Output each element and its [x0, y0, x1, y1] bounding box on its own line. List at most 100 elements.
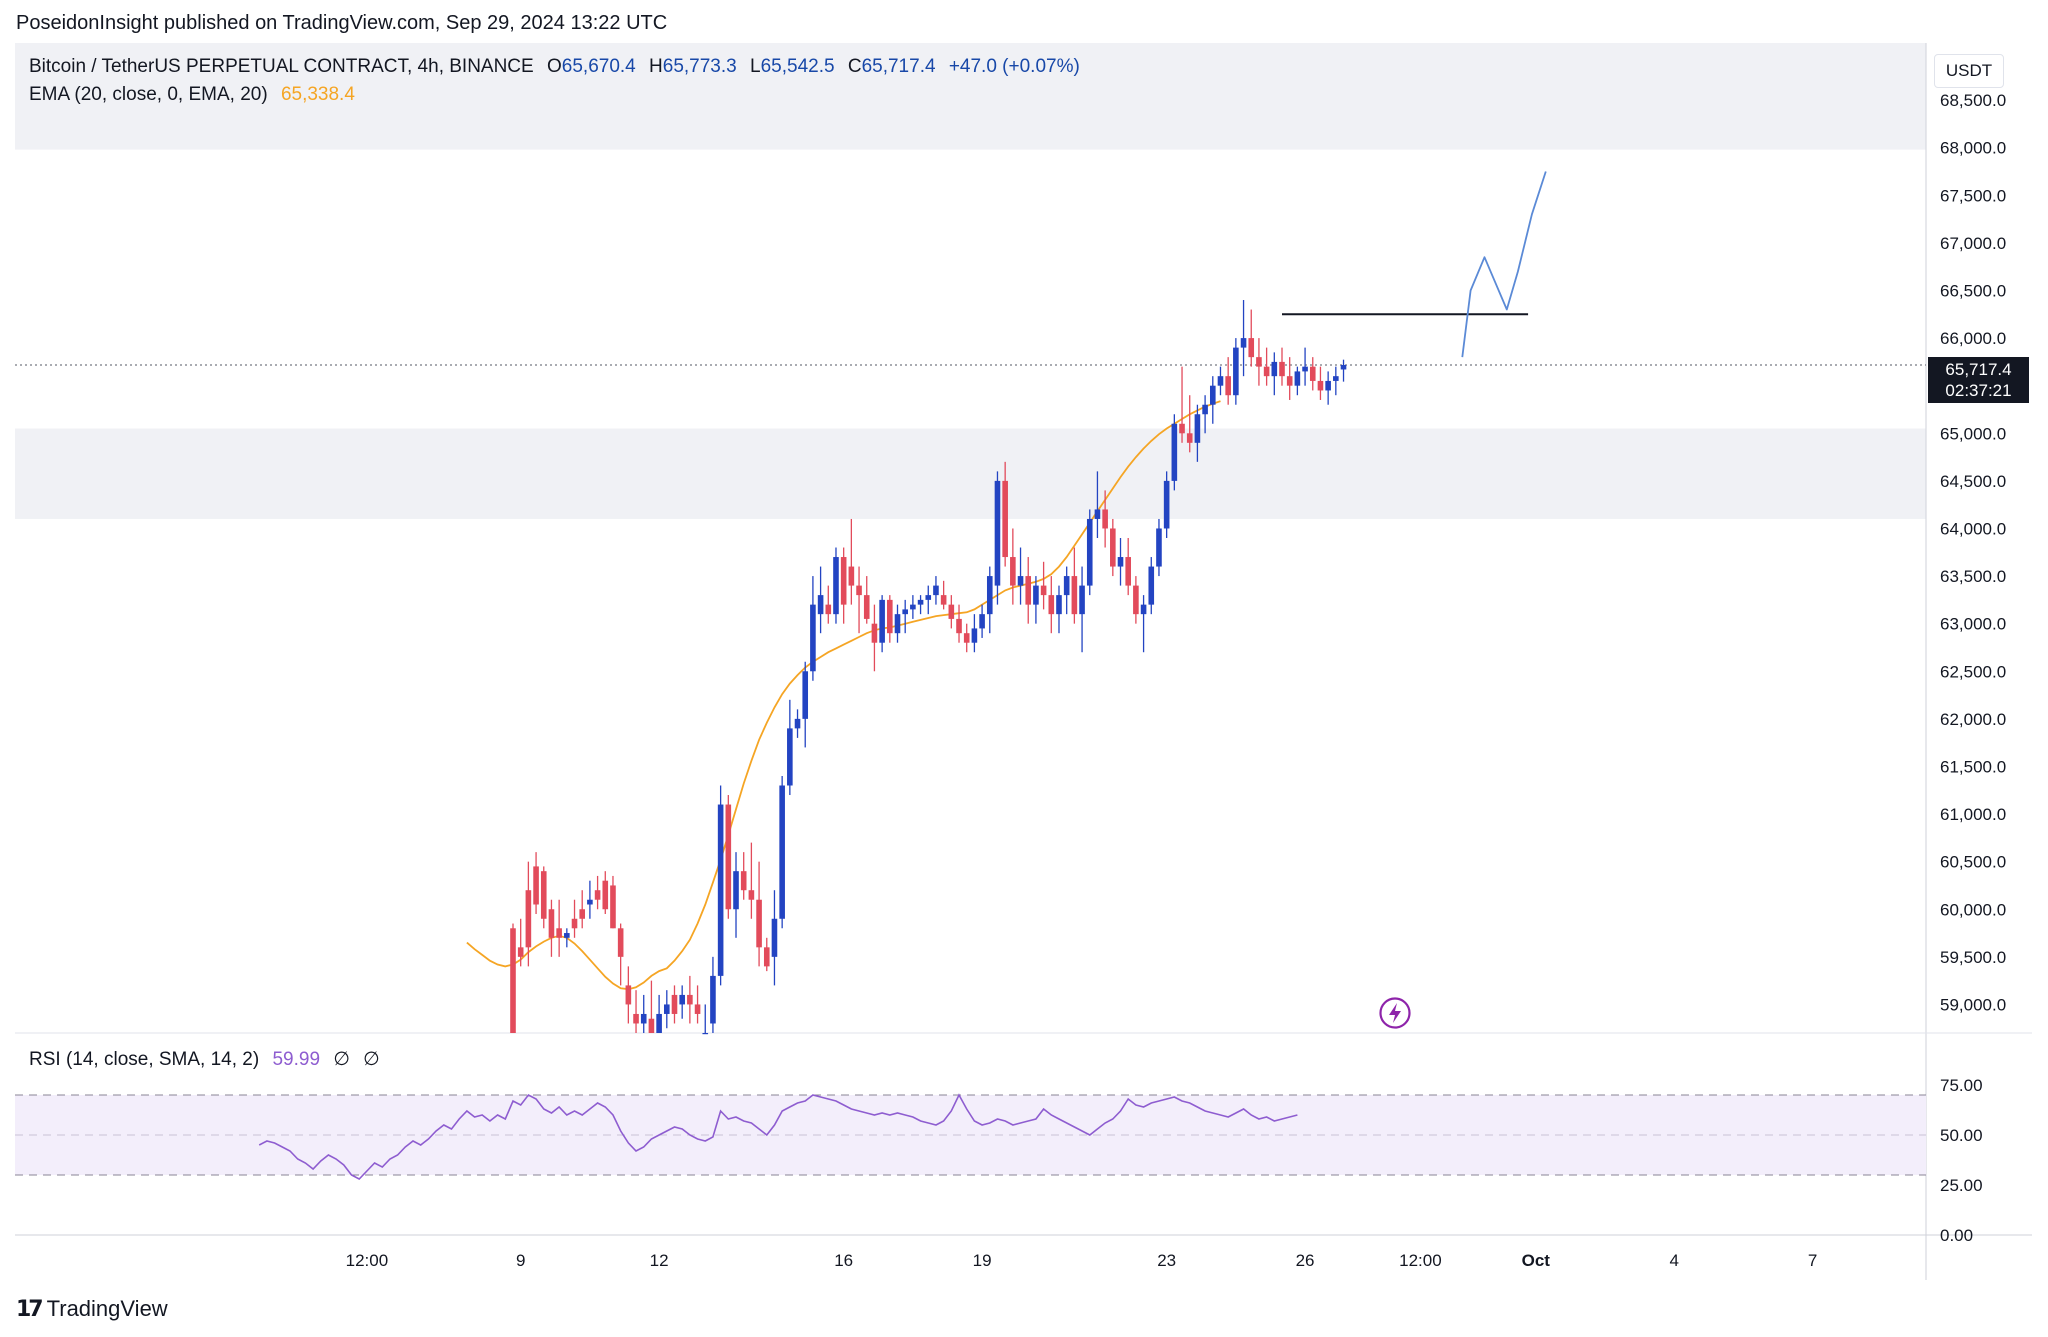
candle-body [794, 718, 801, 729]
candle [1117, 538, 1124, 586]
candle [710, 956, 716, 1033]
candle-body [1256, 357, 1262, 367]
low-value: 65,542.5 [760, 56, 835, 77]
price-tick-label: 60,500.0 [1940, 853, 2006, 872]
candle [771, 890, 778, 986]
candle [1033, 576, 1039, 624]
candle-body [1079, 585, 1085, 615]
price-tick-label: 64,500.0 [1940, 472, 2006, 491]
candle-body [1248, 338, 1255, 358]
time-tick-label: 19 [973, 1251, 992, 1270]
tv-brand-name: TradingView [46, 1296, 168, 1321]
price-tick-label: 66,500.0 [1940, 282, 2006, 301]
price-tick-label: 67,000.0 [1940, 234, 2006, 253]
candle-body [986, 576, 993, 615]
candle-body [517, 947, 524, 957]
candle-body [748, 890, 755, 900]
price-tick-label: 62,000.0 [1940, 710, 2006, 729]
currency-button[interactable]: USDT [1934, 54, 2004, 88]
candle [517, 918, 524, 967]
candle [840, 547, 847, 624]
candle-body [671, 994, 678, 1014]
candle-body [940, 595, 947, 605]
candle-body [1317, 380, 1324, 391]
candle [1271, 352, 1278, 396]
candle-body [1163, 480, 1170, 529]
candle-body [1002, 480, 1008, 558]
candle [1279, 347, 1285, 386]
candle-body [1025, 576, 1032, 605]
ema-label[interactable]: EMA (20, close, 0, EMA, 20) [29, 84, 268, 105]
candle [533, 852, 539, 915]
candle [1302, 347, 1308, 386]
candle [1179, 366, 1185, 443]
candle-body [910, 604, 916, 610]
candle [817, 566, 824, 634]
candle-body [1048, 595, 1055, 615]
candle-body [687, 994, 693, 1005]
time-tick-label: 4 [1669, 1251, 1678, 1270]
candle-body [917, 599, 924, 605]
candle-body [817, 595, 824, 615]
null-icon: ∅ [363, 1049, 380, 1070]
candle-body [717, 804, 724, 976]
candle-body [571, 918, 578, 929]
candle-body [1202, 404, 1208, 415]
candle-body [594, 890, 601, 900]
time-tick-label: 23 [1157, 1251, 1176, 1270]
open-value: 65,670.4 [561, 56, 636, 77]
candles [510, 300, 1347, 1035]
candle [825, 585, 832, 624]
candle [917, 595, 924, 615]
candle [902, 599, 908, 634]
candle-body [1033, 585, 1039, 605]
time-tick-label: 12:00 [1399, 1251, 1442, 1270]
candle [1325, 371, 1331, 405]
candle [1202, 395, 1208, 434]
candle [933, 576, 939, 605]
candle [679, 985, 685, 1019]
candle [1102, 490, 1108, 548]
rsi-pane [15, 1093, 1926, 1180]
candle-body [833, 557, 839, 615]
candle-body [856, 585, 862, 596]
chart-frame [15, 43, 2032, 1280]
candle-body [610, 885, 616, 929]
candle [687, 975, 693, 1024]
rsi-label[interactable]: RSI (14, close, SMA, 14, 2) [29, 1049, 260, 1070]
time-tick-label: 16 [834, 1251, 853, 1270]
candle [810, 576, 816, 681]
price-tick-label: 66,000.0 [1940, 329, 2006, 348]
candle-body [664, 1004, 670, 1014]
candle-body [894, 614, 901, 634]
projection-path [1461, 171, 1547, 358]
candle [863, 576, 870, 624]
last-price-value: 65,717.4 [1945, 360, 2012, 379]
candle-body [1179, 423, 1185, 434]
candle [871, 604, 878, 672]
candle-body [1156, 528, 1162, 567]
candle [1286, 357, 1293, 400]
high-value: 65,773.3 [662, 56, 737, 77]
candle-body [963, 633, 970, 643]
candle [1133, 576, 1139, 624]
candle-body [956, 618, 962, 634]
candle [1340, 359, 1347, 382]
candle-body [948, 604, 955, 619]
candle-body [617, 928, 624, 957]
candle [617, 923, 624, 986]
tradingview-logo[interactable]: 17 TradingView [16, 1296, 168, 1322]
candle-body [840, 557, 847, 605]
candle [1010, 528, 1016, 605]
candle [948, 595, 955, 629]
price-tick-label: 61,500.0 [1940, 757, 2006, 776]
candle-body [648, 1018, 655, 1033]
candle [794, 709, 801, 738]
candle-body [1240, 338, 1247, 348]
candle-body [1225, 376, 1231, 396]
candle-body [710, 975, 716, 1024]
rsi-tick-label: 75.00 [1940, 1076, 1983, 1095]
symbol-title[interactable]: Bitcoin / TetherUS PERPETUAL CONTRACT, 4… [29, 56, 534, 77]
candle [602, 871, 609, 915]
